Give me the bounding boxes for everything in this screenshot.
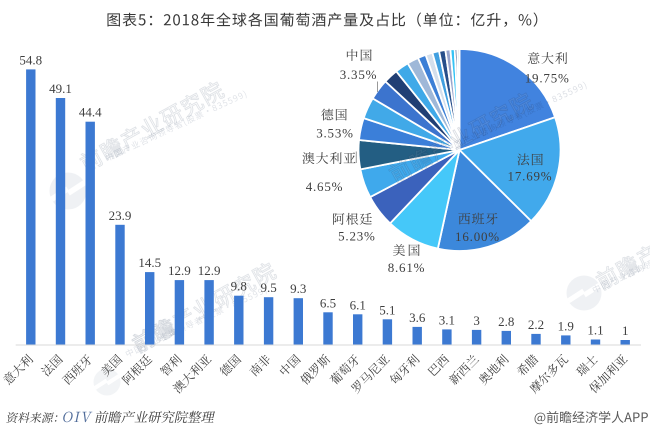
svg-text:2.2: 2.2 bbox=[528, 317, 544, 332]
svg-text:3.1: 3.1 bbox=[439, 312, 455, 327]
svg-text:1.1: 1.1 bbox=[587, 323, 603, 338]
svg-text:3.6: 3.6 bbox=[409, 310, 426, 325]
svg-text:49.1: 49.1 bbox=[49, 81, 72, 96]
svg-text:1.9: 1.9 bbox=[558, 318, 574, 333]
svg-text:3: 3 bbox=[473, 313, 480, 328]
svg-text:44.4: 44.4 bbox=[79, 105, 102, 120]
svg-text:6.1: 6.1 bbox=[350, 297, 366, 312]
svg-text:9.3: 9.3 bbox=[290, 281, 306, 296]
svg-text:16.00%: 16.00% bbox=[455, 229, 500, 244]
svg-text:1: 1 bbox=[622, 323, 629, 338]
svg-text:2.8: 2.8 bbox=[498, 314, 514, 329]
svg-text:9.5: 9.5 bbox=[260, 280, 276, 295]
svg-text:12.9: 12.9 bbox=[198, 263, 221, 278]
svg-text:5.23%: 5.23% bbox=[338, 229, 376, 244]
svg-text:17.69%: 17.69% bbox=[508, 169, 553, 184]
svg-text:9.8: 9.8 bbox=[231, 279, 247, 294]
svg-text:5.1: 5.1 bbox=[379, 302, 395, 317]
svg-text:23.9: 23.9 bbox=[109, 208, 132, 223]
svg-text:3.35%: 3.35% bbox=[340, 67, 378, 82]
svg-text:6.5: 6.5 bbox=[320, 295, 336, 310]
svg-text:8.61%: 8.61% bbox=[388, 260, 426, 275]
svg-text:3.53%: 3.53% bbox=[316, 125, 354, 140]
svg-text:14.5: 14.5 bbox=[138, 255, 161, 270]
svg-text:12.9: 12.9 bbox=[168, 263, 191, 278]
svg-text:4.65%: 4.65% bbox=[306, 179, 344, 194]
svg-text:19.75%: 19.75% bbox=[525, 70, 570, 85]
svg-text:54.8: 54.8 bbox=[19, 52, 42, 67]
